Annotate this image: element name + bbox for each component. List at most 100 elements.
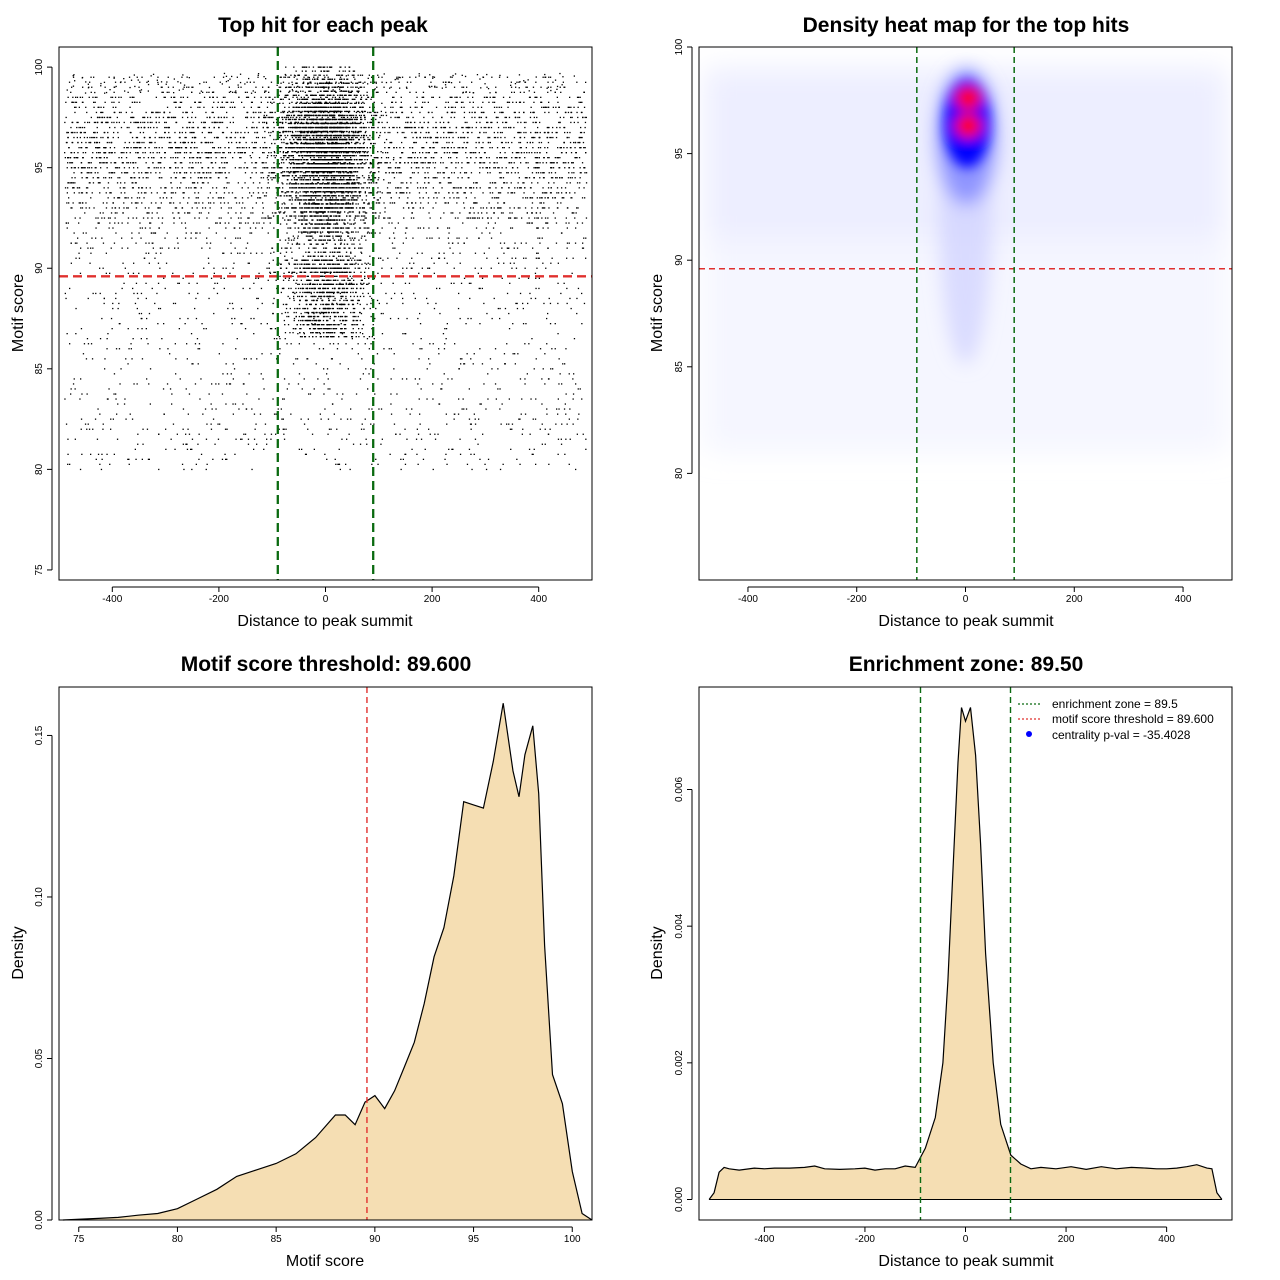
scatter-point — [444, 81, 447, 83]
scatter-point — [469, 126, 471, 129]
scatter-point — [365, 438, 367, 440]
scatter-point — [132, 217, 134, 219]
scatter-point — [178, 89, 180, 91]
scatter-point — [168, 116, 170, 119]
scatter-point — [459, 453, 462, 455]
scatter-point — [571, 212, 573, 214]
scatter-point — [341, 192, 343, 194]
scatter-point — [316, 212, 318, 214]
scatter-point — [572, 162, 574, 164]
scatter-point — [132, 182, 134, 184]
scatter-point — [263, 152, 265, 154]
scatter-point — [303, 162, 305, 164]
scatter-point — [160, 162, 162, 164]
scatter-point — [209, 202, 212, 204]
scatter-point — [442, 333, 445, 335]
scatter-point — [486, 121, 488, 124]
scatter-point — [419, 312, 421, 315]
scatter-point — [198, 152, 200, 154]
scatter-point — [244, 162, 246, 164]
scatter-point — [190, 172, 192, 174]
scatter-point — [100, 157, 102, 159]
scatter-point — [519, 463, 521, 465]
scatter-point — [514, 157, 516, 159]
scatter-point — [374, 232, 376, 234]
scatter-point — [163, 96, 165, 98]
scatter-point — [349, 162, 351, 164]
scatter-point — [131, 96, 133, 98]
scatter-point — [193, 131, 195, 134]
scatter-point — [89, 81, 91, 83]
scatter-point — [299, 267, 301, 269]
scatter-point — [252, 212, 254, 214]
scatter-point — [530, 297, 532, 300]
scatter-point — [71, 162, 74, 164]
scatter-point — [493, 136, 496, 139]
scatter-point — [78, 252, 80, 254]
scatter-point — [426, 237, 428, 239]
scatter-point — [428, 152, 430, 154]
scatter-point — [309, 136, 311, 139]
scatter-point — [220, 157, 223, 159]
scatter-point — [170, 192, 172, 194]
scatter-point — [177, 242, 179, 244]
scatter-point — [446, 141, 448, 144]
scatter-point — [489, 187, 491, 189]
scatter-point — [536, 131, 539, 134]
scatter-point — [402, 207, 405, 209]
scatter-point — [497, 388, 499, 390]
scatter-point — [67, 136, 69, 139]
scatter-point — [479, 131, 481, 134]
scatter-point — [525, 131, 527, 134]
scatter-point — [481, 212, 483, 214]
scatter-point — [80, 418, 83, 420]
scatter-point — [73, 152, 75, 154]
scatter-point — [194, 172, 196, 174]
scatter-point — [102, 136, 104, 139]
scatter-point — [140, 121, 142, 124]
scatter-point — [74, 177, 76, 179]
scatter-point — [239, 157, 241, 159]
scatter-point — [244, 152, 246, 154]
scatter-point — [226, 458, 228, 460]
scatter-point — [293, 187, 295, 189]
scatter-point — [329, 172, 332, 174]
scatter-point — [74, 217, 76, 219]
scatter-point — [241, 187, 243, 189]
scatter-point — [283, 162, 285, 164]
scatter-point — [71, 101, 73, 103]
scatter-point — [80, 328, 83, 330]
scatter-point — [219, 172, 221, 174]
scatter-point — [448, 141, 450, 144]
scatter-point — [265, 147, 267, 149]
scatter-point — [230, 131, 233, 134]
scatter-point — [433, 147, 435, 149]
scatter-point — [389, 453, 391, 455]
scatter-point — [444, 126, 446, 129]
scatter-point — [479, 287, 481, 290]
scatter-point — [535, 212, 537, 214]
scatter-point — [97, 182, 100, 184]
scatter-point — [145, 192, 147, 194]
scatter-point — [195, 463, 197, 465]
scatter-point — [453, 152, 455, 154]
scatter-point — [106, 167, 108, 169]
scatter-point — [489, 182, 491, 184]
scatter-point — [131, 187, 134, 189]
scatter-point — [395, 111, 397, 114]
scatter-point — [375, 81, 377, 83]
scatter-point — [510, 172, 513, 174]
scatter-point — [222, 157, 224, 159]
scatter-point — [497, 116, 499, 119]
scatter-point — [309, 157, 312, 159]
scatter-point — [260, 373, 262, 375]
scatter-point — [358, 182, 360, 184]
scatter-point — [70, 162, 72, 164]
scatter-point — [577, 106, 579, 108]
scatter-point — [65, 141, 68, 144]
scatter-point — [507, 141, 509, 144]
scatter-point — [491, 76, 493, 78]
scatter-point — [71, 207, 73, 209]
scatter-point — [110, 418, 112, 420]
scatter-point — [519, 187, 521, 189]
